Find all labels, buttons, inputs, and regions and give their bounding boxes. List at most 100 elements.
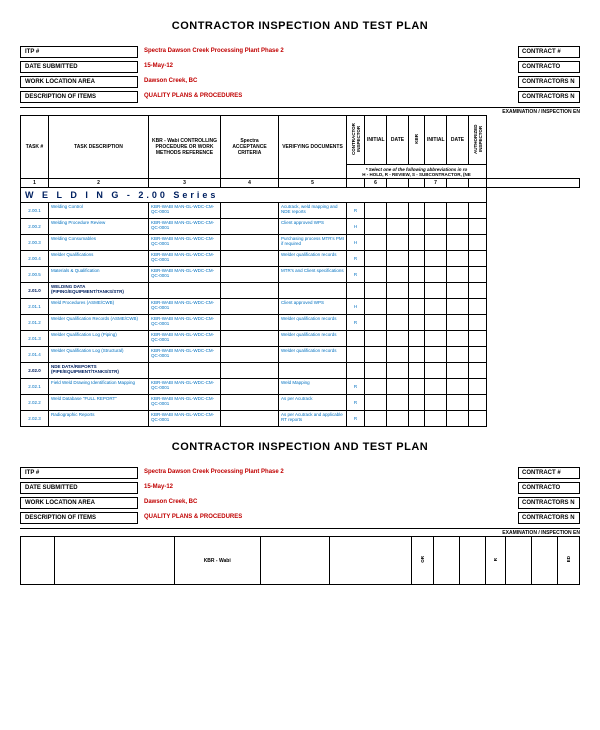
cell-ci: R	[347, 315, 365, 331]
col-number: 5	[279, 179, 347, 188]
table-row: 2.02.3Radiographic ReportsKBR-WABI MAN-G…	[21, 411, 580, 427]
hdr-value: 15-May-12	[138, 61, 518, 73]
cell-blank	[447, 251, 469, 267]
table-row: 2.01.0WELDING DATA (PIPING/EQUIPMENT/TAN…	[21, 283, 580, 299]
cell-blank	[425, 347, 447, 363]
cell-ver: MTR's and Client specifications	[279, 267, 347, 283]
doc-title: CONTRACTOR INSPECTION AND TEST PLAN	[20, 20, 580, 32]
cell-blank	[365, 411, 387, 427]
cell-blank	[409, 235, 425, 251]
cell-acc	[221, 267, 279, 283]
cell-blank	[409, 267, 425, 283]
cell-proc: KBR-WABI MAN-GL-WDC-CM-QC-0001	[149, 299, 221, 315]
col-number: 4	[221, 179, 279, 188]
cell-blank	[409, 315, 425, 331]
cell-desc: Field Weld Drawing Identification Mappin…	[49, 379, 149, 395]
cell-blank	[409, 299, 425, 315]
cell-ci	[347, 283, 365, 299]
cell-blank	[365, 363, 387, 379]
cell-ver: As per Acutrack and applicable RT report…	[279, 411, 347, 427]
header-block-2: ITP #Spectra Dawson Creek Processing Pla…	[20, 467, 580, 524]
cell-proc	[149, 283, 221, 299]
cell-acc	[221, 219, 279, 235]
table-row: 2.00.2Welding Procedure ReviewKBR-WABI M…	[21, 219, 580, 235]
col-dt1: DATE	[387, 116, 409, 165]
hdr-right: CONTRACTO	[518, 482, 580, 494]
cell-proc: KBR-WABI MAN-GL-WDC-CM-QC-0001	[149, 267, 221, 283]
cell-ci	[347, 347, 365, 363]
cell-acc	[221, 235, 279, 251]
hdr-value: QUALITY PLANS & PROCEDURES	[138, 512, 518, 524]
cell-blank	[447, 315, 469, 331]
hdr-value: Dawson Creek, BC	[138, 497, 518, 509]
cell-acc	[221, 299, 279, 315]
header-block: ITP #Spectra Dawson Creek Processing Pla…	[20, 46, 580, 103]
col-number	[487, 179, 580, 188]
cell-blank	[387, 379, 409, 395]
col-ai: AUTHORIZED INSPECTOR	[469, 116, 487, 165]
cell-blank	[365, 203, 387, 219]
table-row: 2.01.2Welder Qualification Records (ASME…	[21, 315, 580, 331]
col-ini1: INITIAL	[365, 116, 387, 165]
cell-acc	[221, 315, 279, 331]
cell-blank	[447, 235, 469, 251]
doc-title-2: CONTRACTOR INSPECTION AND TEST PLAN	[20, 441, 580, 453]
cell-blank	[365, 347, 387, 363]
cell-ver: Client approved WPS	[279, 299, 347, 315]
cell-blank	[409, 203, 425, 219]
cell-blank	[447, 299, 469, 315]
cell-blank	[409, 251, 425, 267]
cell-blank	[387, 283, 409, 299]
cell-blank	[425, 251, 447, 267]
hdr-right: CONTRACT #	[518, 46, 580, 58]
cell-ci: R	[347, 411, 365, 427]
cell-blank	[425, 267, 447, 283]
cell-proc	[149, 363, 221, 379]
cell-blank	[387, 347, 409, 363]
cell-blank	[365, 379, 387, 395]
table-row: 2.01.3Welder Qualification Log (Piping)K…	[21, 331, 580, 347]
hdr-label: DATE SUBMITTED	[20, 482, 138, 494]
cell-task-id: 2.01.2	[21, 315, 49, 331]
cell-blank	[409, 363, 425, 379]
col-acc: Spectra ACCEPTANCE CRITERIA	[221, 116, 279, 179]
cell-blank	[425, 203, 447, 219]
cell-task-id: 2.00.1	[21, 203, 49, 219]
table-row: 2.00.1Welding ControlKBR-WABI MAN-GL-WDC…	[21, 203, 580, 219]
cell-blank	[365, 331, 387, 347]
table-row: 2.00.3Welding ConsumablesKBR-WABI MAN-GL…	[21, 235, 580, 251]
cell-desc: Materials & Qualification	[49, 267, 149, 283]
exam-line: EXAMINATION / INSPECTION EN	[20, 107, 580, 115]
col-ver: VERIFYING DOCUMENTS	[279, 116, 347, 179]
cell-task-id: 2.01.1	[21, 299, 49, 315]
hdr-right: CONTRACTORS N	[518, 497, 580, 509]
cell-desc: Weld Database "FULL REPORT"	[49, 395, 149, 411]
cell-ci: R	[347, 267, 365, 283]
hdr-value: Spectra Dawson Creek Processing Plant Ph…	[138, 467, 518, 479]
cell-desc: Welding Procedure Review	[49, 219, 149, 235]
cell-desc: Radiographic Reports	[49, 411, 149, 427]
cell-blank	[447, 267, 469, 283]
cell-blank	[387, 251, 409, 267]
cell-blank	[387, 315, 409, 331]
cell-ver: As per Acutrack	[279, 395, 347, 411]
hdr-label: WORK LOCATION AREA	[20, 497, 138, 509]
cell-blank	[365, 235, 387, 251]
cell-blank	[409, 219, 425, 235]
hdr-label: WORK LOCATION AREA	[20, 76, 138, 88]
col-proc: KBR - Wabi CONTROLLING PROCEDURE OR WORK…	[149, 116, 221, 179]
itp-table-2: KBR - Wabi OR R ED	[20, 536, 580, 585]
col-number	[387, 179, 409, 188]
cell-blank	[447, 331, 469, 347]
hdr-label: DESCRIPTION OF ITEMS	[20, 91, 138, 103]
cell-proc: KBR-WABI MAN-GL-WDC-CM-QC-0001	[149, 347, 221, 363]
cell-desc: Welding Control	[49, 203, 149, 219]
table-row: 2.02.1Field Weld Drawing Identification …	[21, 379, 580, 395]
hdr-right: CONTRACTO	[518, 61, 580, 73]
cell-ver: Welder qualification records	[279, 347, 347, 363]
cell-ci: H	[347, 235, 365, 251]
col-proc-2: KBR - Wabi	[174, 537, 260, 585]
cell-proc: KBR-WABI MAN-GL-WDC-CM-QC-0001	[149, 235, 221, 251]
cell-blank	[387, 331, 409, 347]
cell-proc: KBR-WABI MAN-GL-WDC-CM-QC-0001	[149, 331, 221, 347]
